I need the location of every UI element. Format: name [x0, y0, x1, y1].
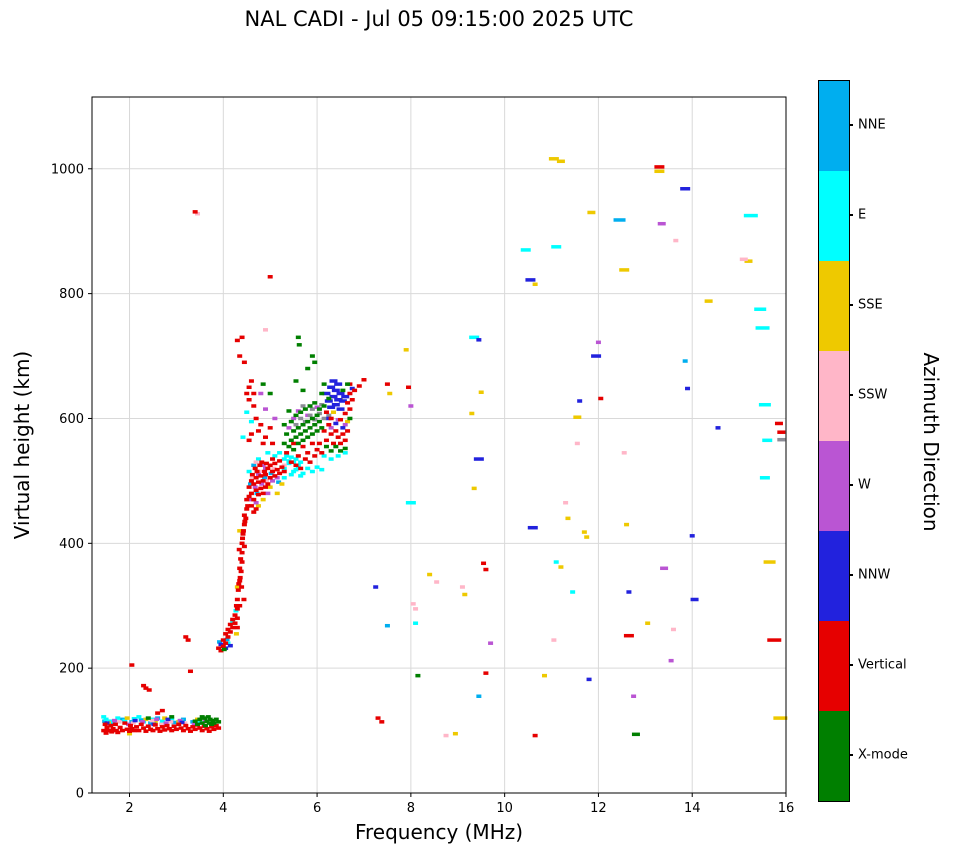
- colorbar-tick: [849, 394, 853, 396]
- y-axis-label: Virtual height (km): [10, 350, 34, 540]
- colorbar-segment-nne: [819, 81, 849, 171]
- colorbar-segment-nnw: [819, 531, 849, 621]
- colorbar-segment-e: [819, 171, 849, 261]
- svg-text:12: 12: [590, 801, 607, 816]
- colorbar-tick-label-nnw: NNW: [858, 567, 891, 583]
- colorbar-segment-sse: [819, 261, 849, 351]
- chart-title: NAL CADI - Jul 05 09:15:00 2025 UTC: [244, 7, 634, 31]
- x-axis-label: Frequency (MHz): [354, 820, 524, 844]
- colorbar: [818, 80, 850, 802]
- series-Vertical: [101, 165, 786, 738]
- colorbar-title: Azimuth Direction: [919, 352, 943, 532]
- svg-text:8: 8: [407, 801, 415, 816]
- colorbar-tick-label-e: E: [858, 207, 867, 223]
- series-Unclassified: [293, 402, 786, 442]
- svg-text:10: 10: [496, 801, 513, 816]
- colorbar-tick-label-ssw: SSW: [858, 387, 888, 403]
- colorbar-tick-label-sse: SSE: [858, 297, 883, 313]
- colorbar-tick-label-vertical: Vertical: [858, 657, 907, 673]
- colorbar-segment-vertical: [819, 621, 849, 711]
- colorbar-segment-ssw: [819, 351, 849, 441]
- colorbar-tick: [849, 574, 853, 576]
- series-NNE: [102, 218, 688, 725]
- colorbar-tick: [849, 754, 853, 756]
- plot-border: [91, 96, 787, 794]
- svg-text:200: 200: [59, 662, 84, 677]
- colorbar-tick-label-x-mode: X-mode: [858, 747, 908, 763]
- svg-text:4: 4: [219, 801, 227, 816]
- colorbar-tick: [849, 124, 853, 126]
- svg-text:2: 2: [125, 801, 133, 816]
- colorbar-segment-w: [819, 441, 849, 531]
- colorbar-tick: [849, 664, 853, 666]
- svg-text:0: 0: [76, 787, 84, 802]
- colorbar-tick: [849, 304, 853, 306]
- colorbar-tick: [849, 484, 853, 486]
- colorbar-tick: [849, 214, 853, 216]
- svg-text:16: 16: [778, 801, 795, 816]
- series-SSW: [107, 211, 748, 738]
- colorbar-segment-x-mode: [819, 711, 849, 801]
- series-X-mode: [145, 335, 640, 737]
- svg-text:14: 14: [684, 801, 701, 816]
- gridlines: [92, 97, 787, 794]
- svg-text:800: 800: [59, 287, 84, 302]
- svg-text:1000: 1000: [51, 162, 84, 177]
- colorbar-tick-label-nne: NNE: [858, 117, 886, 133]
- svg-text:6: 6: [313, 801, 321, 816]
- series-E: [101, 213, 773, 725]
- svg-text:600: 600: [59, 412, 84, 427]
- series-NNW: [104, 187, 721, 727]
- axis-tick-labels: 2 4 6 8 10 12 14 16 0 200 400 600 800 1000: [51, 162, 794, 816]
- axis-ticks: [88, 168, 787, 797]
- series-W: [112, 221, 674, 727]
- series-SSE: [105, 157, 788, 736]
- colorbar-tick-label-w: W: [858, 477, 871, 493]
- svg-text:400: 400: [59, 537, 84, 552]
